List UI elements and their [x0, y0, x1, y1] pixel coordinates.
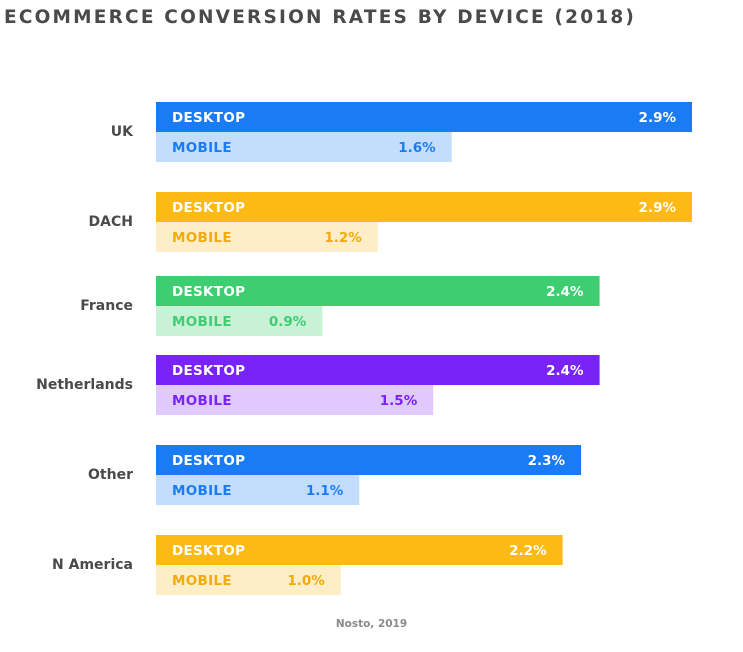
bar-mobile-france [156, 306, 323, 336]
bar-mobile-other [156, 475, 360, 505]
bar-desktop-other [156, 445, 582, 475]
bar-label-desktop-netherlands: DESKTOP [172, 363, 245, 379]
bar-value-mobile-other: 1.1% [306, 483, 344, 499]
bar-desktop-uk [156, 102, 692, 132]
bar-label-desktop-dach: DESKTOP [172, 200, 245, 216]
bar-mobile-uk [156, 132, 452, 162]
bar-mobile-netherlands [156, 385, 434, 415]
bar-label-mobile-n-america: MOBILE [172, 573, 232, 589]
bar-value-desktop-uk: 2.9% [639, 110, 677, 126]
bar-label-desktop-n-america: DESKTOP [172, 543, 245, 559]
category-label-other: Other [88, 467, 133, 483]
bar-label-mobile-france: MOBILE [172, 314, 232, 330]
bar-value-mobile-dach: 1.2% [324, 230, 362, 246]
bar-value-mobile-n-america: 1.0% [287, 573, 325, 589]
category-label-netherlands: Netherlands [36, 377, 133, 393]
bar-mobile-dach [156, 222, 378, 252]
bar-value-desktop-n-america: 2.2% [509, 543, 547, 559]
bar-label-desktop-uk: DESKTOP [172, 110, 245, 126]
bar-value-desktop-other: 2.3% [528, 453, 566, 469]
bar-value-mobile-netherlands: 1.5% [380, 393, 418, 409]
bar-value-mobile-uk: 1.6% [398, 140, 436, 156]
bar-label-mobile-other: MOBILE [172, 483, 232, 499]
bar-desktop-france [156, 276, 600, 306]
bar-desktop-dach [156, 192, 692, 222]
bar-label-desktop-france: DESKTOP [172, 284, 245, 300]
category-label-dach: DACH [89, 214, 133, 230]
bar-value-desktop-france: 2.4% [546, 284, 584, 300]
category-label-n-america: N America [52, 557, 133, 573]
bar-label-desktop-other: DESKTOP [172, 453, 245, 469]
bar-desktop-netherlands [156, 355, 600, 385]
bar-value-desktop-netherlands: 2.4% [546, 363, 584, 379]
bar-desktop-n-america [156, 535, 563, 565]
bar-value-desktop-dach: 2.9% [639, 200, 677, 216]
source-note: Nosto, 2019 [335, 618, 408, 630]
category-label-france: France [80, 298, 133, 314]
bar-mobile-n-america [156, 565, 341, 595]
bar-value-mobile-france: 0.9% [269, 314, 307, 330]
bar-label-mobile-dach: MOBILE [172, 230, 232, 246]
bar-label-mobile-uk: MOBILE [172, 140, 232, 156]
chart-title: ECOMMERCE CONVERSION RATES BY DEVICE (20… [4, 7, 637, 28]
bar-label-mobile-netherlands: MOBILE [172, 393, 232, 409]
category-label-uk: UK [111, 124, 134, 140]
